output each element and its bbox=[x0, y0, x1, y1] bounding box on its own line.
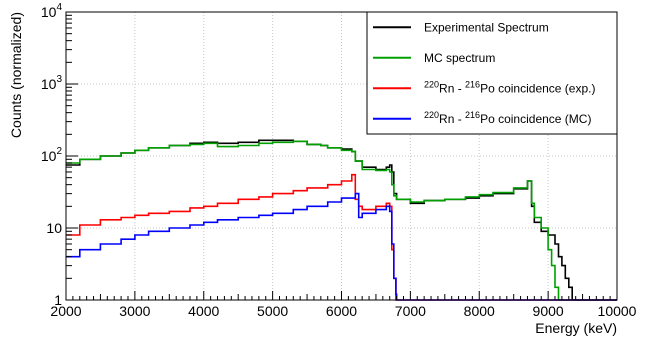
legend-superscript: 216 bbox=[465, 110, 480, 120]
x-axis-label: Energy (keV) bbox=[535, 320, 617, 336]
x-tick-label: 9000 bbox=[533, 303, 564, 319]
y-tick-exponent: 2 bbox=[56, 146, 62, 157]
y-tick-exponent: 3 bbox=[56, 74, 62, 85]
y-tick-label: 103 bbox=[41, 74, 63, 92]
series-line-1 bbox=[66, 140, 617, 301]
legend-box bbox=[366, 11, 618, 135]
x-tick-label: 10000 bbox=[598, 303, 637, 319]
legend-superscript: 220 bbox=[424, 110, 439, 120]
legend-label-1: MC spectrum bbox=[424, 51, 495, 65]
legend-text-part: Po coincidence (MC) bbox=[480, 112, 591, 126]
y-tick-label: 104 bbox=[41, 2, 63, 20]
legend-label-2: 220Rn - 216Po coincidence (exp.) bbox=[424, 79, 595, 95]
x-tick-label: 4000 bbox=[188, 303, 219, 319]
legend-text-part: Experimental Spectrum bbox=[424, 20, 549, 34]
legend: Experimental Spectrum MC spectrum 220Rn - … bbox=[366, 11, 618, 135]
legend-superscript: 220 bbox=[424, 79, 439, 89]
x-tick-label: 2000 bbox=[50, 303, 81, 319]
series-line-2 bbox=[66, 173, 617, 301]
y-tick-label: 1 bbox=[54, 292, 62, 308]
legend-text-part: Rn - bbox=[439, 81, 465, 95]
series-layer bbox=[66, 139, 617, 301]
y-tick-label: 10 bbox=[46, 220, 62, 236]
y-axis-label: Counts (normalized) bbox=[8, 12, 24, 138]
x-tick-label: 5000 bbox=[257, 303, 288, 319]
axis-ticks bbox=[65, 11, 618, 301]
x-tick-label: 8000 bbox=[464, 303, 495, 319]
x-tick-label: 7000 bbox=[395, 303, 426, 319]
legend-label-0: Experimental Spectrum bbox=[424, 20, 549, 34]
y-tick-exponent: 4 bbox=[56, 2, 62, 13]
legend-text-part: Po coincidence (exp.) bbox=[480, 81, 595, 95]
x-tick-label: 3000 bbox=[119, 303, 150, 319]
legend-text-part: Rn - bbox=[439, 112, 465, 126]
legend-superscript: 216 bbox=[465, 79, 480, 89]
series-line-3 bbox=[66, 192, 617, 301]
legend-label-3: 220Rn - 216Po coincidence (MC) bbox=[424, 110, 591, 126]
x-tick-label: 6000 bbox=[326, 303, 357, 319]
legend-text-part: MC spectrum bbox=[424, 51, 495, 65]
y-tick-label: 102 bbox=[41, 146, 63, 164]
series-line-0 bbox=[66, 139, 617, 301]
